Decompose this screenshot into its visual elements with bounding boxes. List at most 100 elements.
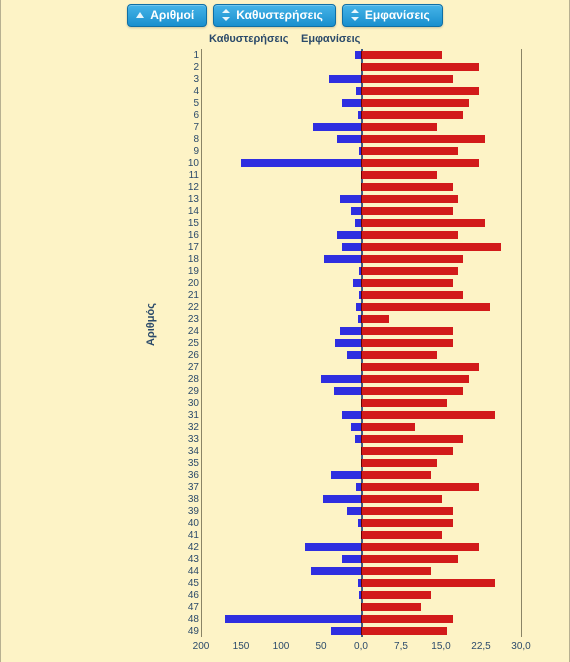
row-number: 22 [159, 302, 199, 313]
chart-row: 47 [151, 601, 521, 613]
chart-row: 12 [151, 181, 521, 193]
chart-row: 26 [151, 349, 521, 361]
sort-delays-button[interactable]: Καθυστερήσεις [213, 4, 336, 27]
sort-appearances-button[interactable]: Εμφανίσεις [342, 4, 443, 27]
appearance-bar [361, 99, 469, 107]
chart-row: 14 [151, 205, 521, 217]
row-number: 9 [159, 146, 199, 157]
row-number: 7 [159, 122, 199, 133]
sort-updown-icon [222, 10, 230, 20]
row-number: 49 [159, 626, 199, 637]
appearance-bar [361, 315, 389, 323]
chart-row: 34 [151, 445, 521, 457]
row-number: 48 [159, 614, 199, 625]
appearance-bar [361, 231, 458, 239]
appearance-bar [361, 423, 415, 431]
chart-row: 30 [151, 397, 521, 409]
appearance-bar [361, 591, 431, 599]
page-root: Αριθμοί Καθυστερήσεις Εμφανίσεις Καθυστε… [0, 0, 570, 662]
chart-row: 6 [151, 109, 521, 121]
sort-numbers-label: Αριθμοί [150, 8, 194, 22]
delay-bar [347, 351, 362, 359]
delay-bar [342, 411, 362, 419]
row-number: 11 [159, 170, 199, 181]
row-number: 36 [159, 470, 199, 481]
delay-bar [340, 195, 362, 203]
chart-row: 3 [151, 73, 521, 85]
chart-row: 11 [151, 169, 521, 181]
chart-row: 42 [151, 541, 521, 553]
appearance-bar [361, 627, 447, 635]
x-axis: 200150100500,07,515,022,530,0 [151, 641, 521, 655]
appearance-bar [361, 603, 421, 611]
row-number: 30 [159, 398, 199, 409]
delay-bar [342, 555, 362, 563]
appearance-bar [361, 159, 479, 167]
chart-row: 32 [151, 421, 521, 433]
row-number: 34 [159, 446, 199, 457]
row-number: 46 [159, 590, 199, 601]
row-number: 33 [159, 434, 199, 445]
x-tick-left: 200 [193, 641, 210, 652]
chart-row: 19 [151, 265, 521, 277]
chart-row: 24 [151, 325, 521, 337]
delay-bar [331, 627, 362, 635]
chart-row: 45 [151, 577, 521, 589]
appearance-bar [361, 543, 479, 551]
appearance-bar [361, 147, 458, 155]
chart-row: 25 [151, 337, 521, 349]
appearance-bar [361, 171, 437, 179]
chart-row: 36 [151, 469, 521, 481]
row-number: 16 [159, 230, 199, 241]
appearance-bar [361, 291, 463, 299]
row-number: 23 [159, 314, 199, 325]
appearance-bar [361, 135, 485, 143]
delay-bar [324, 255, 362, 263]
chart-row: 4 [151, 85, 521, 97]
chart-row: 44 [151, 565, 521, 577]
row-number: 19 [159, 266, 199, 277]
chart-row: 40 [151, 517, 521, 529]
chart-row: 7 [151, 121, 521, 133]
row-number: 37 [159, 482, 199, 493]
delay-bar [342, 243, 362, 251]
row-number: 42 [159, 542, 199, 553]
appearance-bar [361, 111, 463, 119]
row-number: 1 [159, 50, 199, 61]
appearance-bar [361, 195, 458, 203]
row-number: 44 [159, 566, 199, 577]
appearance-bar [361, 615, 453, 623]
delay-bar [331, 471, 362, 479]
right-column-header: Εμφανίσεις [301, 33, 360, 45]
appearance-bar [361, 279, 453, 287]
appearance-bar [361, 363, 479, 371]
appearance-bar [361, 483, 479, 491]
row-number: 15 [159, 218, 199, 229]
appearance-bar [361, 219, 485, 227]
appearance-bar [361, 339, 453, 347]
x-tick-right: 7,5 [394, 641, 408, 652]
row-number: 20 [159, 278, 199, 289]
delay-bar [311, 567, 362, 575]
row-number: 47 [159, 602, 199, 613]
appearance-bar [361, 303, 490, 311]
appearance-bar [361, 459, 437, 467]
row-number: 40 [159, 518, 199, 529]
column-headers: Καθυστερήσεις Εμφανίσεις [1, 33, 569, 47]
chart-row: 29 [151, 385, 521, 397]
sort-asc-icon [136, 12, 144, 18]
chart-row: 46 [151, 589, 521, 601]
chart-row: 49 [151, 625, 521, 637]
row-number: 14 [159, 206, 199, 217]
gridline [521, 49, 522, 637]
row-number: 4 [159, 86, 199, 97]
row-number: 31 [159, 410, 199, 421]
appearance-bar [361, 555, 458, 563]
appearance-bar [361, 267, 458, 275]
delay-bar [335, 339, 362, 347]
sort-numbers-button[interactable]: Αριθμοί [127, 4, 207, 27]
x-tick-right: 0,0 [354, 641, 368, 652]
row-number: 29 [159, 386, 199, 397]
delay-bar [337, 231, 362, 239]
sort-appearances-label: Εμφανίσεις [365, 8, 430, 22]
